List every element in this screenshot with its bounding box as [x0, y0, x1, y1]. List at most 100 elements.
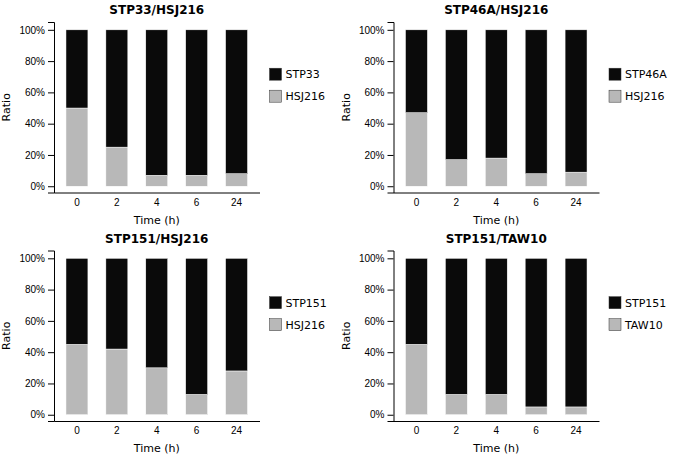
- y-tick-mark: [388, 155, 394, 156]
- y-tick-label: 80%: [364, 56, 384, 67]
- x-tick: 4: [154, 197, 160, 208]
- plot-area: [66, 30, 248, 186]
- x-tick: 0: [414, 425, 420, 436]
- x-tick-label: 6: [194, 197, 200, 208]
- legend-swatch: [270, 90, 282, 102]
- x-tick: 4: [154, 425, 160, 436]
- x-tick-label: 4: [493, 197, 499, 208]
- bar: [565, 258, 587, 407]
- bar: [146, 368, 168, 415]
- y-tick-label: 80%: [364, 284, 384, 295]
- y-tick-label: 60%: [25, 316, 45, 327]
- legend-swatch: [609, 68, 621, 80]
- y-tick-mark: [48, 258, 54, 259]
- y-tick-label: 0%: [370, 181, 385, 192]
- x-tick-label: 24: [231, 425, 243, 436]
- y-tick-label: 100%: [19, 25, 45, 36]
- x-tick-label: 2: [454, 425, 460, 436]
- bar: [445, 258, 467, 394]
- y-tick: 40%: [25, 347, 54, 358]
- y-axis: 0%20%40%60%80%100%: [359, 23, 394, 194]
- legend-swatch: [270, 297, 282, 309]
- y-tick: 20%: [25, 150, 54, 161]
- x-tick: 4: [493, 425, 499, 436]
- y-tick-mark: [48, 186, 54, 187]
- bar: [186, 175, 208, 186]
- bar: [445, 160, 467, 187]
- x-tick: 6: [533, 197, 539, 208]
- x-tick-label: 24: [231, 197, 243, 208]
- x-axis-line: [55, 193, 261, 194]
- y-tick-label: 100%: [19, 253, 45, 264]
- x-tick-label: 2: [114, 425, 120, 436]
- legend-label: STP33: [286, 68, 320, 81]
- y-tick: 0%: [31, 181, 54, 192]
- x-tick-label: 6: [194, 425, 200, 436]
- x-tick-label: 24: [570, 197, 582, 208]
- bar: [66, 258, 88, 344]
- y-tick-mark: [388, 92, 394, 93]
- x-tick: 6: [194, 425, 200, 436]
- legend-item: HSJ216: [609, 90, 665, 103]
- y-tick-mark: [48, 124, 54, 125]
- figure: 0%20%40%60%80%100%024624STP33/HSJ216Time…: [0, 0, 679, 457]
- y-tick: 0%: [370, 409, 393, 420]
- plot-area: [66, 258, 248, 414]
- x-tick: 24: [570, 425, 582, 436]
- bar: [405, 344, 427, 414]
- legend-label: TAW10: [624, 319, 663, 332]
- y-tick-label: 100%: [359, 253, 385, 264]
- legend-label: STP46A: [625, 68, 667, 81]
- title: STP46A/HSJ216: [444, 3, 548, 17]
- y-tick-label: 80%: [25, 56, 45, 67]
- x-tick-label: 0: [414, 197, 420, 208]
- bar: [226, 30, 248, 174]
- bar: [146, 175, 168, 186]
- legend-swatch: [609, 319, 621, 331]
- legend: STP33HSJ216: [270, 68, 326, 103]
- bar-series: [66, 30, 248, 175]
- x-tick-label: 24: [570, 425, 582, 436]
- y-tick-mark: [48, 61, 54, 62]
- legend: STP151HSJ216: [270, 297, 327, 332]
- x-axis: 024624: [55, 422, 261, 437]
- bar: [106, 30, 128, 147]
- x-axis-title: Time (h): [472, 442, 519, 455]
- y-tick-label: 100%: [359, 25, 385, 36]
- x-tick-label: 2: [454, 197, 460, 208]
- bar: [186, 258, 208, 394]
- y-tick-mark: [388, 258, 394, 259]
- x-tick-label: 6: [533, 425, 539, 436]
- y-axis-line: [388, 251, 395, 422]
- y-tick-mark: [48, 415, 54, 416]
- x-axis: 024624: [394, 193, 600, 208]
- x-tick-label: 4: [493, 425, 499, 436]
- x-axis-line: [394, 193, 600, 194]
- x-tick: 6: [533, 425, 539, 436]
- legend-label: HSJ216: [625, 90, 665, 103]
- x-tick: 2: [454, 197, 460, 208]
- bar: [445, 394, 467, 414]
- y-tick: 60%: [364, 316, 393, 327]
- y-axis-line: [48, 23, 55, 194]
- y-tick-label: 0%: [31, 409, 46, 420]
- y-tick-mark: [48, 92, 54, 93]
- y-tick-mark: [388, 352, 394, 353]
- bar: [565, 172, 587, 186]
- y-tick-label: 0%: [31, 181, 46, 192]
- bar: [565, 30, 587, 172]
- bar: [226, 371, 248, 415]
- y-tick-label: 20%: [25, 378, 45, 389]
- y-tick-label: 20%: [364, 378, 384, 389]
- x-tick: 24: [231, 425, 243, 436]
- y-tick: 40%: [25, 118, 54, 129]
- y-tick-label: 40%: [364, 347, 384, 358]
- bar: [106, 258, 128, 349]
- legend-swatch: [609, 297, 621, 309]
- legend-item: STP33: [270, 68, 320, 81]
- legend-swatch: [270, 68, 282, 80]
- bar: [405, 113, 427, 187]
- x-axis: 024624: [394, 422, 600, 437]
- bar: [66, 108, 88, 186]
- y-tick: 80%: [25, 56, 54, 67]
